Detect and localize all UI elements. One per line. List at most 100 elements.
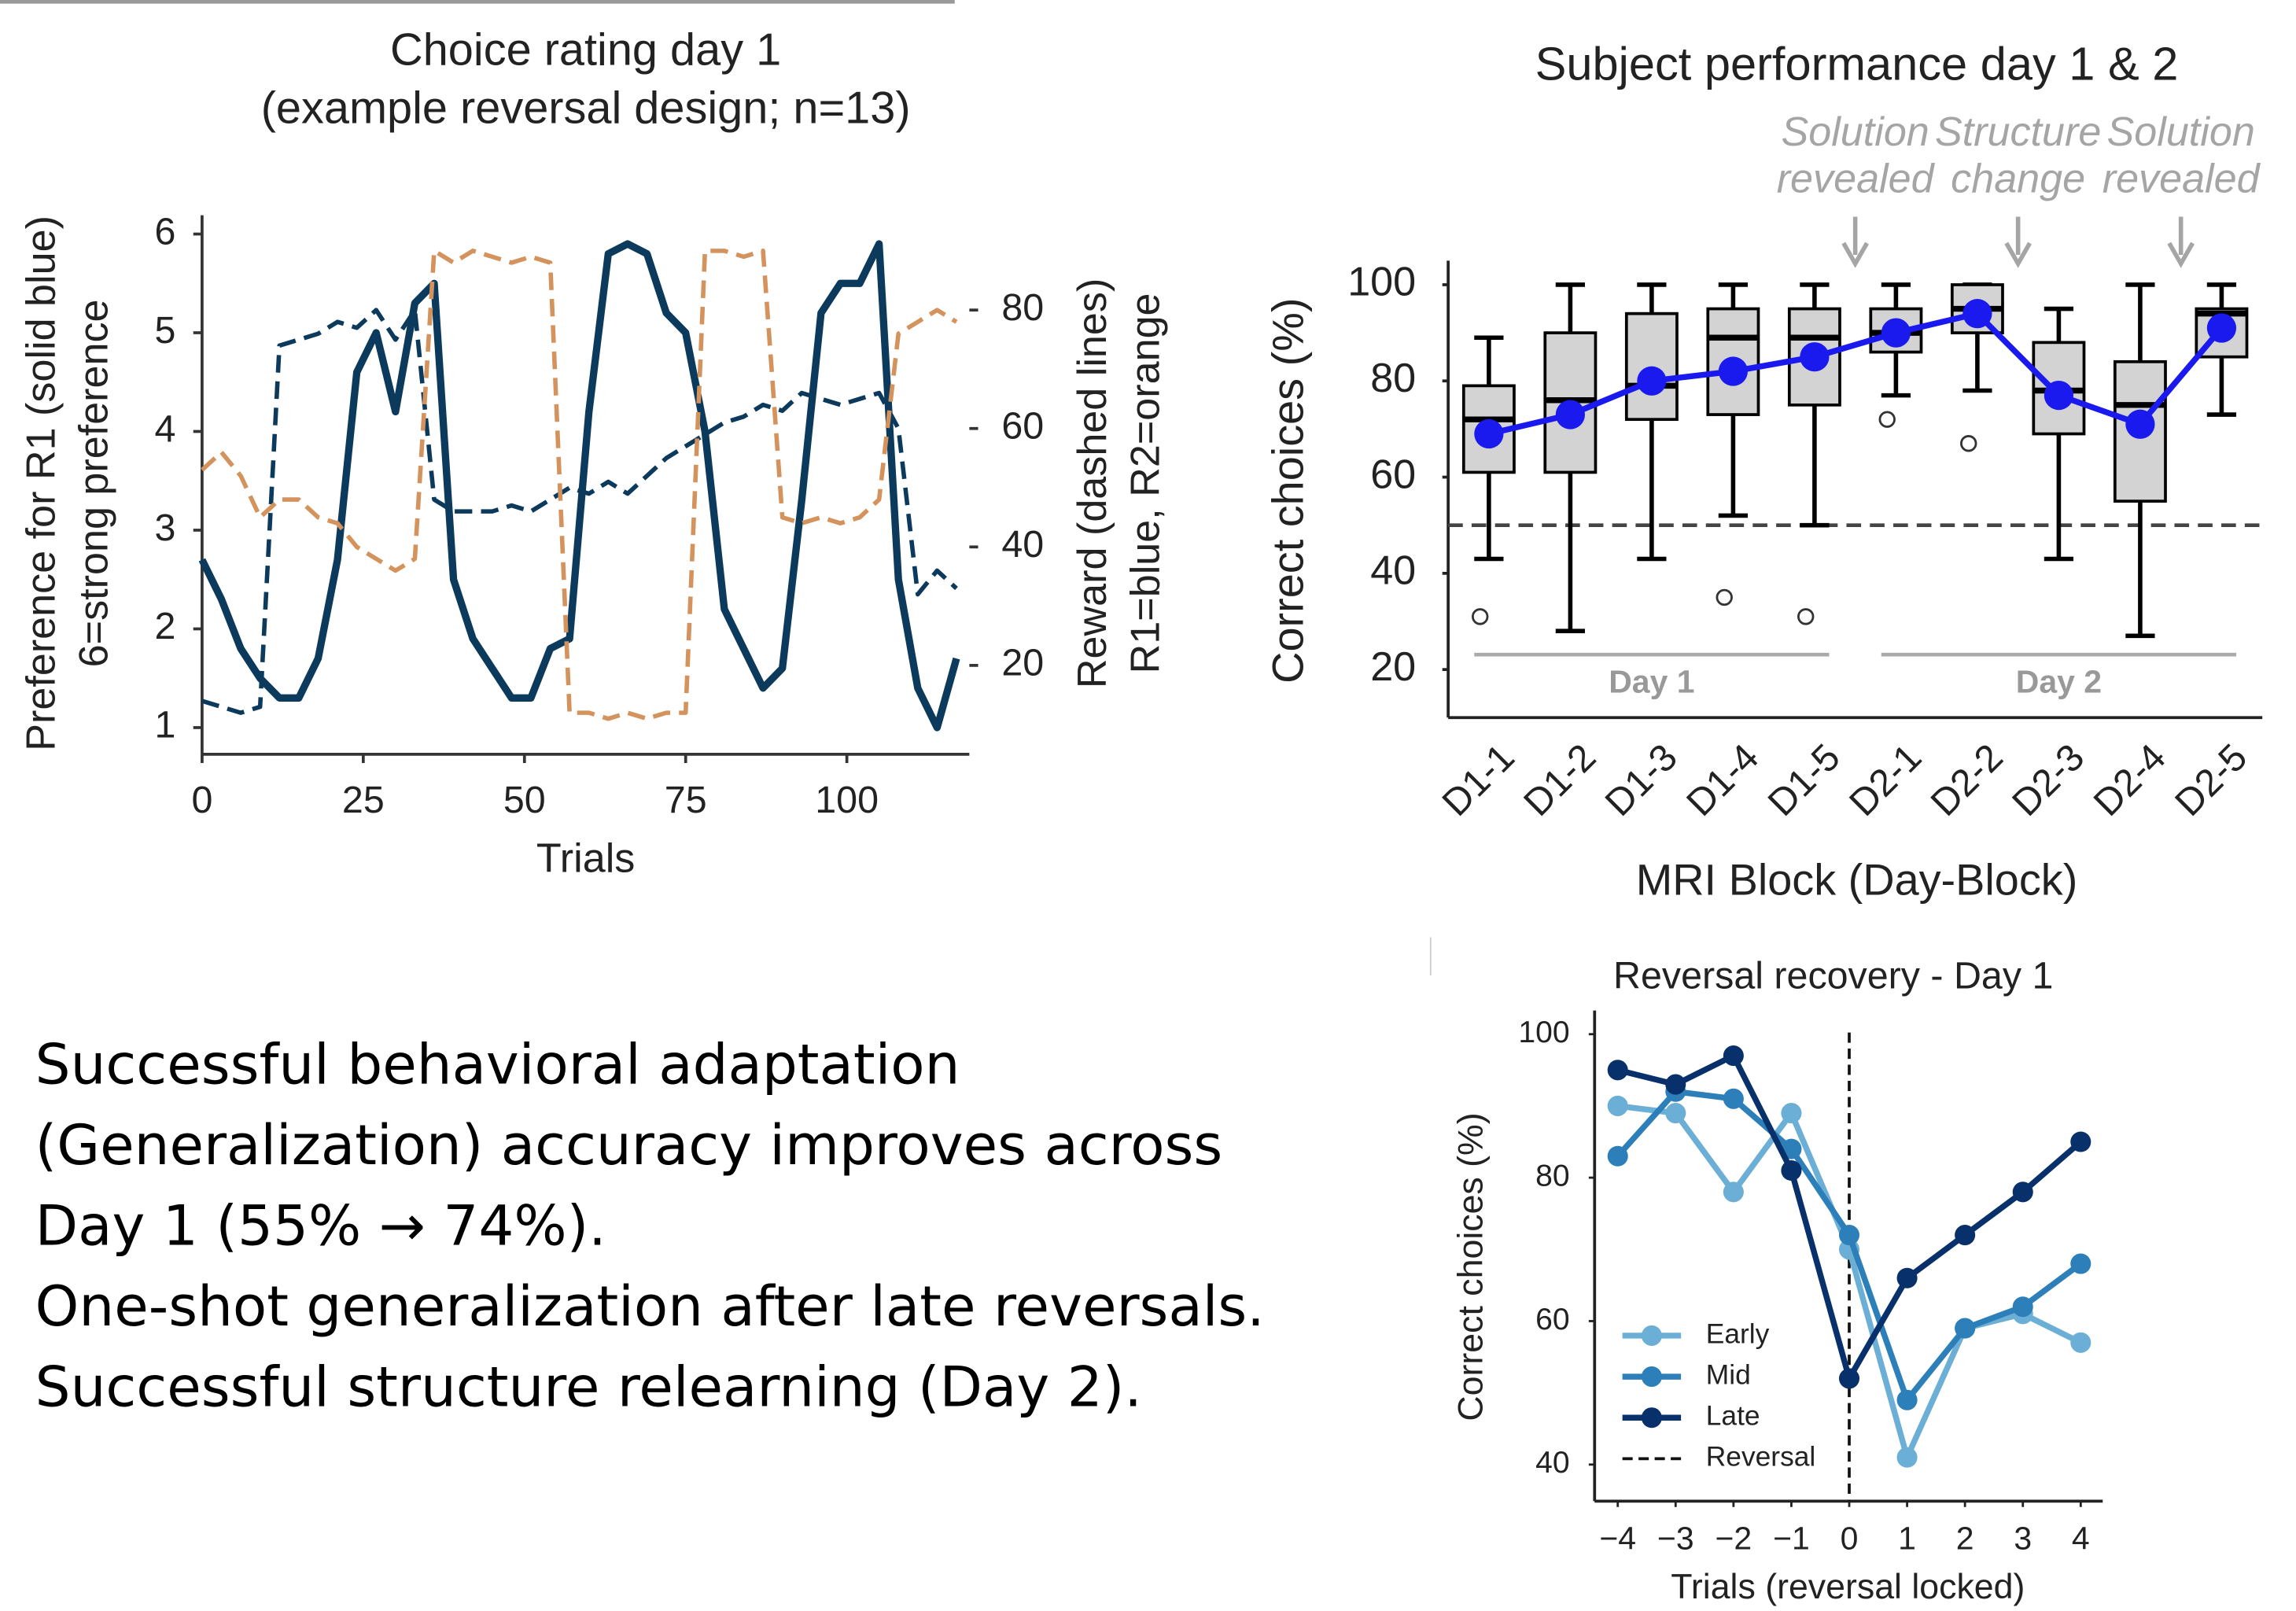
x-tick-label: D2-2: [1922, 736, 2010, 824]
x-tick-label: D2-5: [2167, 736, 2255, 824]
x-axis-label: Trials: [536, 836, 635, 882]
flier: [1878, 411, 1896, 428]
marker: [1838, 1225, 1860, 1246]
annotation: Solution: [1781, 109, 1929, 155]
mean-point: [2125, 409, 2155, 439]
annotation-arrowhead: [1841, 241, 1869, 268]
y2-axis-label: R1=blue, R2=orange: [1122, 293, 1168, 673]
y-tick-label: 5: [154, 309, 175, 352]
annotation: change: [1951, 157, 2085, 202]
annotation: Structure: [1935, 109, 2101, 155]
x-tick-label: D1-2: [1516, 736, 1604, 824]
marker: [1723, 1182, 1744, 1203]
marker: [1607, 1060, 1628, 1081]
y2-tick-label: 60: [1001, 405, 1044, 448]
mean-point: [2206, 313, 2237, 343]
y2-axis-label: Reward (dashed lines): [1070, 278, 1115, 688]
mean-point: [1637, 366, 1667, 396]
y-tick-label: 80: [1535, 1159, 1569, 1193]
x-axis-label: Trials (reversal locked): [1671, 1568, 2025, 1606]
mean-point: [1718, 356, 1749, 386]
marker: [1838, 1368, 1860, 1389]
marker: [2070, 1332, 2091, 1353]
x-tick-label: 3: [2014, 1520, 2032, 1556]
chart-title: Reversal recovery - Day 1: [1613, 954, 2053, 997]
annotation-arrowhead: [2167, 241, 2195, 268]
legend-label: Mid: [1706, 1359, 1751, 1390]
note: Successful behavioral adaptation (Genera…: [35, 1032, 1223, 1259]
marker: [1896, 1267, 1918, 1288]
y-axis-label: Preference for R1 (solid blue): [19, 216, 64, 751]
flier: [1797, 608, 1815, 625]
marker: [1723, 1045, 1744, 1067]
marker: [1665, 1074, 1686, 1095]
x-tick-label: −3: [1657, 1520, 1694, 1556]
marker: [1781, 1103, 1802, 1124]
marker: [2012, 1296, 2033, 1318]
chart-title: Choice rating day 1: [390, 24, 781, 75]
x-axis-label: MRI Block (Day-Block): [1636, 854, 2078, 904]
mean-point: [1962, 299, 1992, 329]
x-tick-label: 1: [1898, 1520, 1916, 1556]
y-tick-label: 6: [154, 210, 175, 253]
x-tick-label: 2: [1956, 1520, 1974, 1556]
x-tick-label: 50: [503, 779, 546, 821]
y-axis-label: Correct choices (%): [1263, 298, 1313, 684]
x-tick-label: D1-3: [1597, 736, 1685, 824]
marker: [1607, 1095, 1628, 1116]
x-tick-label: 4: [2072, 1520, 2090, 1556]
y-tick-label: 40: [1535, 1446, 1569, 1480]
y2-tick-label: 20: [1001, 642, 1044, 684]
legend-marker: [1641, 1366, 1662, 1388]
line-series: [198, 240, 960, 732]
y-tick-label: 80: [1370, 356, 1416, 401]
mean-point: [1555, 400, 1585, 429]
y-tick-label: 40: [1370, 548, 1416, 594]
y-tick-label: 2: [154, 605, 175, 647]
chart-subtitle: (example reversal design; n=13): [261, 83, 911, 134]
annotation: revealed: [1777, 157, 1936, 202]
annotation: revealed: [2103, 157, 2261, 202]
y2-tick-label: 80: [1001, 286, 1044, 329]
x-tick-label: D2-1: [1841, 736, 1929, 824]
legend-marker: [1641, 1407, 1662, 1429]
marker: [1896, 1447, 1918, 1468]
chart-title: Subject performance day 1 & 2: [1535, 37, 2179, 90]
y2-tick-label: 40: [1001, 523, 1044, 566]
x-tick-label: −1: [1773, 1520, 1810, 1556]
mean-point: [2044, 380, 2074, 411]
y-tick-label: 60: [1535, 1303, 1569, 1336]
marker: [1665, 1103, 1686, 1124]
x-tick-label: D1-4: [1679, 736, 1767, 824]
y-tick-label: 3: [154, 507, 175, 549]
y-tick-label: 100: [1347, 260, 1416, 305]
legend-label: Late: [1706, 1401, 1760, 1432]
flier: [1472, 608, 1489, 625]
x-tick-label: D2-3: [2004, 736, 2092, 824]
x-tick-label: D1-1: [1434, 736, 1522, 824]
notes: Successful behavioral adaptation (Genera…: [35, 1025, 1324, 1428]
group-label: Day 2: [2016, 663, 2102, 699]
legend-label: Reversal: [1706, 1442, 1816, 1473]
flier: [1716, 588, 1733, 606]
group-label: Day 1: [1609, 663, 1694, 699]
x-tick-label: −2: [1716, 1520, 1752, 1556]
marker: [2070, 1253, 2091, 1274]
marker: [1955, 1225, 1976, 1246]
marker: [1955, 1318, 1976, 1339]
annotation-arrowhead: [2004, 241, 2032, 268]
y-tick-label: 60: [1370, 452, 1416, 497]
y-axis-label: Correct choices (%): [1452, 1112, 1491, 1421]
marker: [2070, 1131, 2091, 1152]
x-tick-label: −4: [1599, 1520, 1636, 1556]
note: One-shot generalization after late rever…: [35, 1274, 1265, 1339]
mean-point: [1881, 318, 1911, 348]
y-axis-label: 6=strong preference: [72, 299, 117, 667]
y-tick-label: 20: [1370, 644, 1416, 690]
marker: [1607, 1145, 1628, 1167]
legend-marker: [1641, 1325, 1662, 1346]
x-tick-label: 0: [191, 779, 212, 821]
annotation: Solution: [2107, 109, 2255, 155]
